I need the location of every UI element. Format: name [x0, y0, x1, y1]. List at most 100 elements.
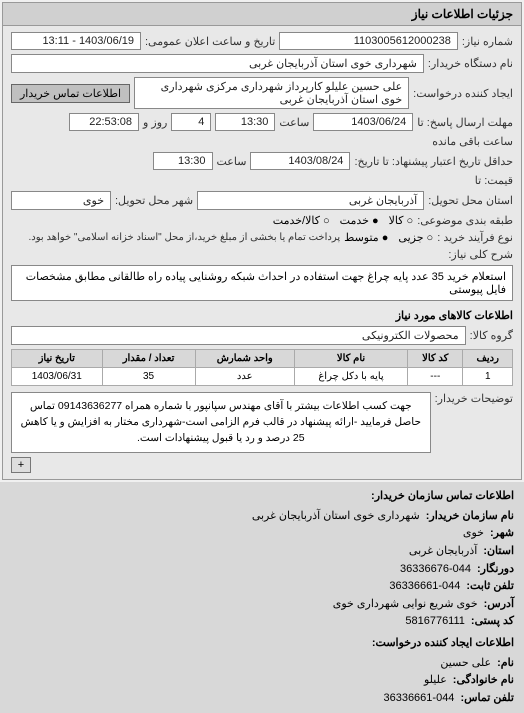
contact-header: اطلاعات تماس سازمان خریدار: — [10, 488, 514, 506]
category-row: طبقه بندی موضوعی: ○ کالا ● خدمت ○ کالا/خ… — [11, 214, 513, 227]
table-header-row: ردیف کد کالا نام کالا واحد شمارش تعداد /… — [12, 350, 513, 368]
validity-row: حداقل تاریخ اعتبار پیشنهاد: تا تاریخ: 14… — [11, 152, 513, 170]
category-label: طبقه بندی موضوعی: — [417, 214, 513, 227]
category-radio-group: ○ کالا ● خدمت ○ کالا/خدمت — [273, 214, 413, 227]
name-kv: نام: علی حسین — [10, 655, 514, 673]
validity-label: حداقل تاریخ اعتبار پیشنهاد: تا تاریخ: — [354, 155, 513, 168]
cell-date: 1403/06/31 — [12, 368, 103, 386]
org-kv: نام سازمان خریدار: شهرداری خوی استان آذر… — [10, 508, 514, 526]
time-label-2: ساعت — [217, 155, 247, 168]
buy-type-radio-group: ○ جزیی ● متوسط — [344, 231, 433, 244]
buy-type-label: نوع فرآیند خرید : — [437, 231, 513, 244]
need-title-label: شرح کلی نیاز: — [448, 248, 513, 261]
table-row[interactable]: 1 --- پایه با دکل چراغ عدد 35 1403/06/31 — [12, 368, 513, 386]
province-value: آذربایجان غربی — [409, 543, 477, 561]
remain-label: ساعت باقی مانده — [432, 135, 513, 148]
time-label-1: ساعت — [279, 116, 309, 129]
name-value: علی حسین — [440, 655, 491, 673]
postal-label: کد پستی: — [471, 613, 514, 631]
goods-section-title: اطلاعات کالاهای مورد نیاز — [11, 305, 513, 326]
deadline-row: مهلت ارسال پاسخ: تا 1403/06/24 ساعت 13:3… — [11, 113, 513, 148]
col-name: نام کالا — [294, 350, 407, 368]
contact-phone-value: 36336661-044 — [383, 690, 454, 708]
contact-phone-kv: تلفن تماس: 36336661-044 — [10, 690, 514, 708]
add-row-container: + — [11, 457, 513, 473]
family-kv: نام خانوادگی: علیلو — [10, 672, 514, 690]
cell-qty: 35 — [102, 368, 195, 386]
city-kv: شهر: خوی — [10, 525, 514, 543]
org-value: شهرداری خوی استان آذربایجان غربی — [252, 508, 420, 526]
need-number-label: شماره نیاز: — [462, 35, 513, 48]
buyer-org-field: شهرداری خوی استان آذربایجان غربی — [11, 54, 424, 73]
need-title-row: شرح کلی نیاز: استعلام خرید 35 عدد پایه چ… — [11, 248, 513, 301]
validity-time-field: 13:30 — [153, 152, 213, 170]
buy-note: پرداخت تمام یا بخشی از مبلغ خرید،از محل … — [29, 232, 341, 243]
public-date-label: تاریخ و ساعت اعلان عمومی: — [145, 35, 275, 48]
day-label: روز و — [143, 116, 167, 129]
address-value: خوی شریع نوایی شهرداری خوی — [333, 596, 478, 614]
goods-group-row: گروه کالا: محصولات الکترونیکی — [11, 326, 513, 345]
delivery-province-label: استان محل تحویل: — [428, 194, 513, 207]
family-value: علیلو — [424, 672, 447, 690]
buyer-org-row: نام دستگاه خریدار: شهرداری خوی استان آذر… — [11, 54, 513, 73]
goods-group-label: گروه کالا: — [470, 329, 513, 342]
explain-label: توضیحات خریدار: — [435, 392, 513, 405]
buyer-contact-button[interactable]: اطلاعات تماس خریدار — [11, 84, 130, 103]
delivery-city-field: خوی — [11, 191, 111, 210]
remain-time-field: 22:53:08 — [69, 113, 139, 131]
phone-value: 36336661-044 — [389, 578, 460, 596]
need-details-panel: جزئیات اطلاعات نیاز شماره نیاز: 11030056… — [2, 2, 522, 480]
category-good-radio[interactable]: ○ کالا — [389, 214, 414, 227]
requester-field: علی حسین علیلو کارپرداز شهرداری مرکزی شه… — [134, 77, 409, 109]
goods-group-field: محصولات الکترونیکی — [11, 326, 466, 345]
cell-unit: عدد — [195, 368, 294, 386]
answer-date-field: 1403/06/24 — [313, 113, 413, 131]
buyer-org-label: نام دستگاه خریدار: — [428, 57, 513, 70]
goods-table: ردیف کد کالا نام کالا واحد شمارش تعداد /… — [11, 349, 513, 386]
delivery-city-label: شهر محل تحویل: — [115, 194, 193, 207]
requester-header: اطلاعات ایجاد کننده درخواست: — [10, 635, 514, 653]
col-qty: تعداد / مقدار — [102, 350, 195, 368]
cell-row: 1 — [463, 368, 513, 386]
answer-time-field: 13:30 — [215, 113, 275, 131]
need-number-row: شماره نیاز: 1103005612000238 تاریخ و ساع… — [11, 32, 513, 50]
col-row: ردیف — [463, 350, 513, 368]
buy-type-row: نوع فرآیند خرید : ○ جزیی ● متوسط پرداخت … — [11, 231, 513, 244]
category-service-radio[interactable]: ● خدمت — [340, 214, 379, 227]
postal-value: 5816776111 — [405, 613, 465, 631]
category-both-radio[interactable]: ○ کالا/خدمت — [273, 214, 330, 227]
cell-code: --- — [408, 368, 463, 386]
need-number-field: 1103005612000238 — [279, 32, 457, 50]
col-code: کد کالا — [408, 350, 463, 368]
explain-field: جهت کسب اطلاعات بیشتر با آقای مهندس سپان… — [11, 392, 431, 453]
city-label: شهر: — [490, 525, 514, 543]
name-label: نام: — [497, 655, 514, 673]
province-kv: استان: آذربایجان غربی — [10, 543, 514, 561]
cell-name: پایه با دکل چراغ — [294, 368, 407, 386]
panel-title: جزئیات اطلاعات نیاز — [3, 3, 521, 26]
org-label: نام سازمان خریدار: — [426, 508, 514, 526]
add-button[interactable]: + — [11, 457, 31, 473]
address-kv: آدرس: خوی شریع نوایی شهرداری خوی — [10, 596, 514, 614]
requester-label: ایجاد کننده درخواست: — [413, 87, 513, 100]
postal-kv: کد پستی: 5816776111 — [10, 613, 514, 631]
family-label: نام خانوادگی: — [453, 672, 514, 690]
city-value: خوی — [463, 525, 484, 543]
days-remain-field: 4 — [171, 113, 211, 131]
delivery-province-field: آذربایجان غربی — [197, 191, 424, 210]
price-label: قیمت: تا — [475, 174, 513, 187]
validity-date-field: 1403/08/24 — [250, 152, 350, 170]
col-date: تاریخ نیاز — [12, 350, 103, 368]
contact-section: اطلاعات تماس سازمان خریدار: نام سازمان خ… — [0, 482, 524, 713]
col-unit: واحد شمارش — [195, 350, 294, 368]
contact-phone-label: تلفن تماس: — [460, 690, 514, 708]
phone-label: تلفن ثابت: — [466, 578, 514, 596]
price-row: قیمت: تا — [11, 174, 513, 187]
answer-deadline-label: مهلت ارسال پاسخ: تا — [417, 116, 513, 129]
phone-kv: تلفن ثابت: 36336661-044 — [10, 578, 514, 596]
delivery-row: استان محل تحویل: آذربایجان غربی شهر محل … — [11, 191, 513, 210]
buy-type-medium-radio[interactable]: ● متوسط — [344, 231, 388, 244]
buy-type-partial-radio[interactable]: ○ جزیی — [398, 231, 433, 244]
explain-row: توضیحات خریدار: جهت کسب اطلاعات بیشتر با… — [11, 392, 513, 453]
address-label: آدرس: — [484, 596, 514, 614]
